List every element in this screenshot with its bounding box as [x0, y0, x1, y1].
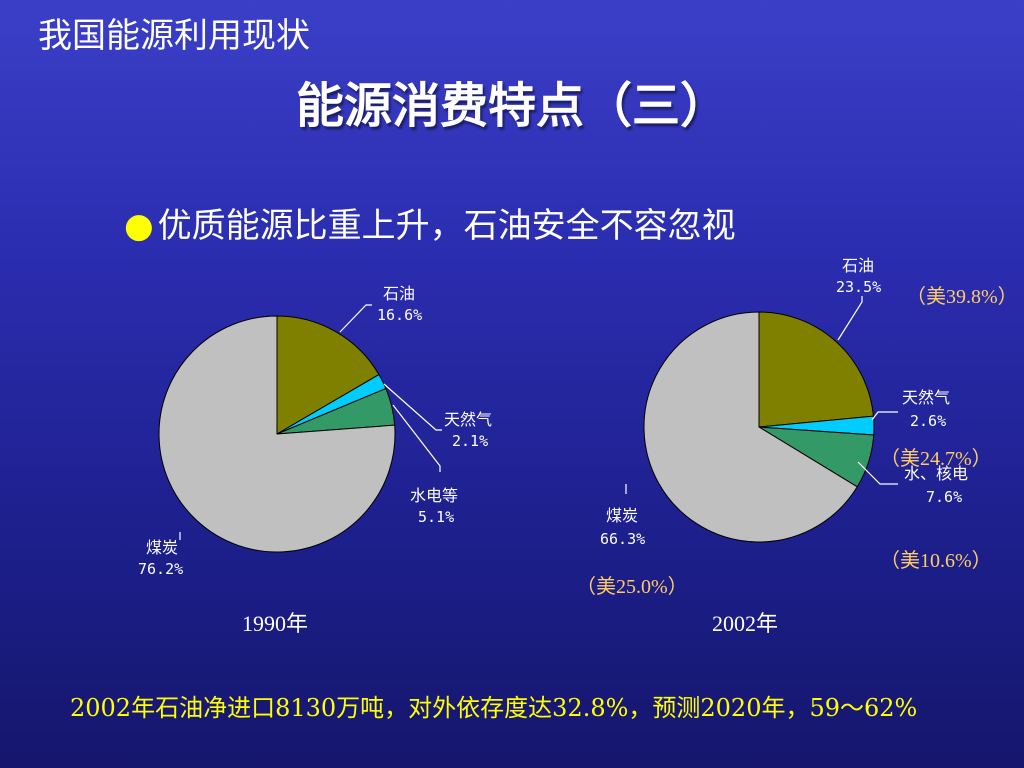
pie-slice-1990-3: [158, 315, 396, 553]
label-1990-hydro-value: 5.1%: [418, 508, 455, 526]
label-1990-gas-name: 天然气: [444, 410, 493, 429]
label-2002-coal-value: 66.3%: [600, 530, 646, 548]
us-compare-oil: （美39.8%）: [906, 286, 1018, 308]
label-1990-coal-name: 煤炭: [146, 538, 179, 557]
label-1990-coal-value: 76.2%: [138, 560, 184, 578]
year-label-2002: 2002年: [712, 611, 779, 636]
bullet-dot-icon: ●: [124, 206, 154, 246]
label-1990-oil-name: 石油: [383, 284, 416, 303]
label-1990-oil-value: 16.6%: [377, 306, 423, 324]
label-2002-gas-value: 2.6%: [910, 412, 947, 430]
leader-line-2002-gas: [871, 411, 898, 421]
pie-slice-2002-0: [758, 311, 875, 428]
label-2002-hydro-value: 7.6%: [926, 488, 963, 506]
pie-chart-1990: [158, 315, 396, 553]
label-1990-gas-value: 2.1%: [452, 432, 489, 450]
us-compare-gas: （美24.7%）: [880, 448, 992, 470]
section-title: 我国能源利用现状: [38, 16, 310, 56]
label-2002-gas-name: 天然气: [902, 388, 951, 407]
leader-line-1990-hydro: [392, 404, 441, 472]
us-compare-coal: （美25.0%）: [576, 576, 688, 598]
label-1990-hydro-name: 水电等: [410, 486, 459, 505]
leader-line-1990-gas: [383, 383, 442, 431]
label-2002-oil-name: 石油: [842, 256, 875, 275]
year-label-1990: 1990年: [242, 611, 309, 636]
leader-line-2002-hydro: [857, 461, 898, 485]
bullet-text: 优质能源比重上升，石油安全不容忽视: [157, 206, 736, 246]
leader-line-2002-oil: [837, 296, 863, 341]
us-compare-hydro: （美10.6%）: [880, 550, 992, 572]
pie-chart-2002: [643, 311, 875, 543]
pie-slice-1990-0: [276, 315, 380, 435]
label-2002-oil-value: 23.5%: [836, 278, 882, 296]
footer-note: 2002年石油净进口8130万吨，对外依存度达32.8%，预测2020年，59～…: [70, 694, 918, 722]
bullet-point: ● 优质能源比重上升，石油安全不容忽视: [124, 198, 736, 247]
leader-lines: [179, 296, 898, 540]
leader-line-1990-oil: [339, 304, 372, 333]
pie-slice-2002-3: [643, 311, 858, 543]
main-title: 能源消费特点（三）: [295, 78, 728, 134]
label-2002-hydro-name: 水、核电: [904, 464, 969, 483]
label-2002-coal-name: 煤炭: [606, 506, 639, 525]
